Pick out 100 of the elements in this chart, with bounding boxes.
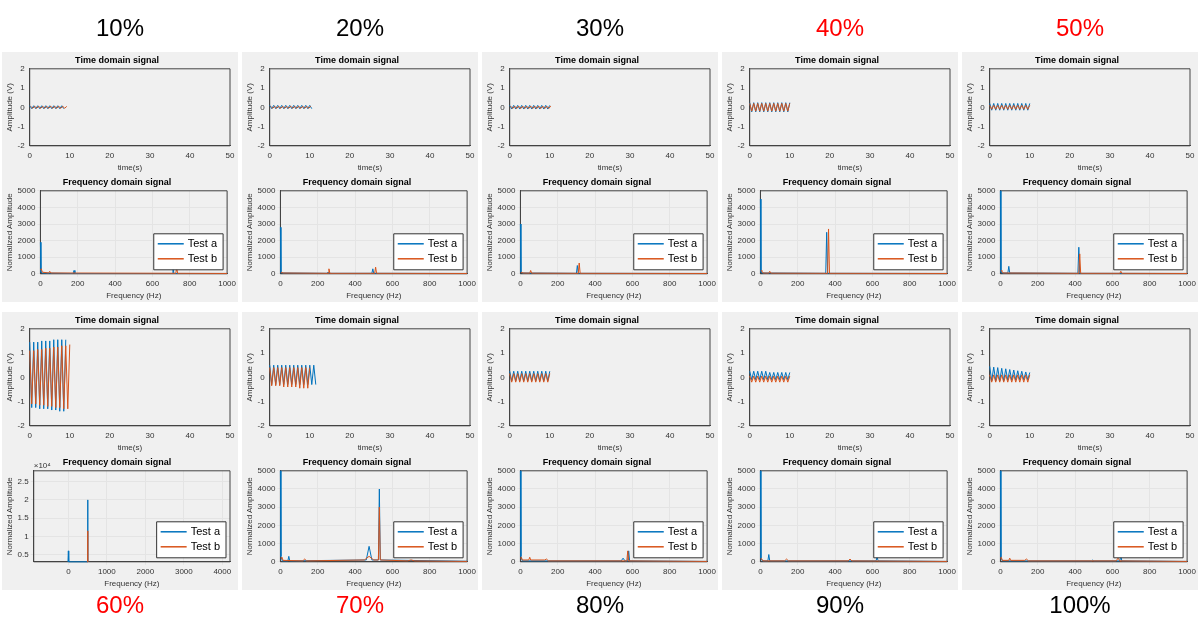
x-tick-label: 200 xyxy=(791,566,805,576)
x-tick-label: 400 xyxy=(1068,278,1083,288)
x-tick-label: 600 xyxy=(385,566,400,576)
legend-label: Test b xyxy=(1147,251,1178,264)
x-tick-label: 600 xyxy=(1105,566,1120,576)
x-tick-label: 800 xyxy=(183,278,197,288)
y-axis-title: Amplitude (V) xyxy=(965,352,974,402)
x-tick-label: 50 xyxy=(945,430,955,440)
y-tick-label: -1 xyxy=(257,396,266,406)
y-axis-title: Amplitude (V) xyxy=(245,82,254,132)
x-axis-title: time(s) xyxy=(357,163,383,173)
y-tick-label: 1000 xyxy=(737,538,756,548)
x-tick-label: 200 xyxy=(551,278,565,288)
x-tick-label: 40 xyxy=(665,430,675,440)
x-tick-label: 40 xyxy=(185,150,195,160)
x-tick-label: 50 xyxy=(1185,150,1195,160)
x-tick-label: 20 xyxy=(585,150,595,160)
text: 50% xyxy=(1054,13,1105,43)
x-tick-label: 600 xyxy=(145,278,160,288)
x-tick-label: 2000 xyxy=(136,566,155,576)
y-tick-label: 3000 xyxy=(737,502,756,512)
y-tick-label: 0 xyxy=(270,557,276,566)
x-tick-label: 20 xyxy=(345,430,355,440)
x-tick-label: 1000 xyxy=(1178,566,1197,576)
x-tick-label: 1000 xyxy=(458,566,477,576)
x-axis-title: Frequency (Hz) xyxy=(586,291,642,301)
x-tick-label: 0 xyxy=(758,566,764,576)
y-tick-label: -2 xyxy=(737,141,746,150)
chart-title: Time domain signal xyxy=(1035,314,1119,325)
y-axis-title: Normalized Amplitude xyxy=(5,192,14,272)
legend-label: Test a xyxy=(1147,236,1178,249)
y-tick-label: 1000 xyxy=(497,538,516,548)
x-tick-label: 0 xyxy=(518,278,524,288)
legend-label: Test a xyxy=(1147,524,1178,537)
chart-title: Time domain signal xyxy=(555,314,639,325)
y-tick-label: 1 xyxy=(20,348,26,358)
y-tick-label: 1 xyxy=(20,83,26,93)
x-tick-label: 10 xyxy=(785,150,795,160)
chart-title: Time domain signal xyxy=(555,54,639,65)
y-axis-title: Amplitude (V) xyxy=(725,352,734,402)
y-axis-title: Normalized Amplitude xyxy=(725,192,734,272)
x-tick-label: 10 xyxy=(65,150,75,160)
y-axis-title: Amplitude (V) xyxy=(965,82,974,132)
x-tick-label: 20 xyxy=(1065,430,1075,440)
y-tick-label: 2 xyxy=(20,324,26,333)
y-tick-label: 0 xyxy=(20,372,26,382)
y-tick-label: 3000 xyxy=(257,502,276,512)
x-tick-label: 50 xyxy=(225,430,235,440)
y-axis-title: Amplitude (V) xyxy=(5,352,14,402)
chart-title: Frequency domain signal xyxy=(62,176,172,187)
x-tick-label: 1000 xyxy=(938,566,957,576)
y-axis-title: Normalized Amplitude xyxy=(485,476,494,556)
x-tick-label: 40 xyxy=(185,430,195,440)
y-tick-label: 2 xyxy=(500,324,506,333)
chart-title: Time domain signal xyxy=(315,54,399,65)
y-tick-label: 1 xyxy=(260,83,266,93)
text: 70% xyxy=(334,590,385,619)
text: 80% xyxy=(574,590,625,619)
x-tick-label: 30 xyxy=(865,430,875,440)
x-tick-label: 600 xyxy=(1105,278,1120,288)
y-tick-label: 0 xyxy=(510,557,516,566)
x-tick-label: 40 xyxy=(425,150,435,160)
y-tick-label: 2 xyxy=(980,64,986,73)
y-tick-label: -2 xyxy=(257,141,266,150)
text: 60% xyxy=(94,590,145,619)
x-tick-label: 200 xyxy=(1031,278,1045,288)
y-tick-label: 5000 xyxy=(737,186,756,195)
x-tick-label: 400 xyxy=(348,278,363,288)
x-tick-label: 30 xyxy=(1105,150,1115,160)
y-tick-label: 5000 xyxy=(257,186,276,195)
x-tick-label: 600 xyxy=(865,278,880,288)
y-tick-label: 0 xyxy=(20,102,26,112)
y-tick-label: 2000 xyxy=(977,235,996,245)
x-tick-label: 800 xyxy=(1143,278,1157,288)
y-tick-label: 2000 xyxy=(497,520,516,530)
x-tick-label: 800 xyxy=(903,278,917,288)
x-tick-label: 800 xyxy=(663,278,677,288)
x-tick-label: 40 xyxy=(665,150,675,160)
y-tick-label: 3000 xyxy=(737,219,756,229)
legend-label: Test a xyxy=(427,524,458,537)
x-tick-label: 40 xyxy=(425,430,435,440)
legend-label: Test b xyxy=(667,251,698,264)
x-tick-label: 600 xyxy=(625,278,640,288)
y-axis-title: Amplitude (V) xyxy=(485,82,494,132)
y-tick-label: 5000 xyxy=(497,186,516,195)
y-tick-label: 4000 xyxy=(977,202,996,212)
x-tick-label: 600 xyxy=(625,566,640,576)
x-tick-label: 600 xyxy=(385,278,400,288)
y-tick-label: 0 xyxy=(990,557,996,566)
y-tick-label: 4000 xyxy=(17,202,36,212)
y-tick-label: 1 xyxy=(500,83,506,93)
legend-label: Test a xyxy=(907,524,938,537)
x-tick-label: 200 xyxy=(551,566,565,576)
y-axis-title: Normalized Amplitude xyxy=(5,476,14,556)
y-tick-label: 0.5 xyxy=(17,549,30,559)
y-tick-label: 1000 xyxy=(497,252,516,262)
y-tick-label: 1 xyxy=(740,83,746,93)
y-tick-label: 1000 xyxy=(737,252,756,262)
y-tick-label: -2 xyxy=(17,421,26,430)
x-tick-label: 50 xyxy=(225,150,235,160)
